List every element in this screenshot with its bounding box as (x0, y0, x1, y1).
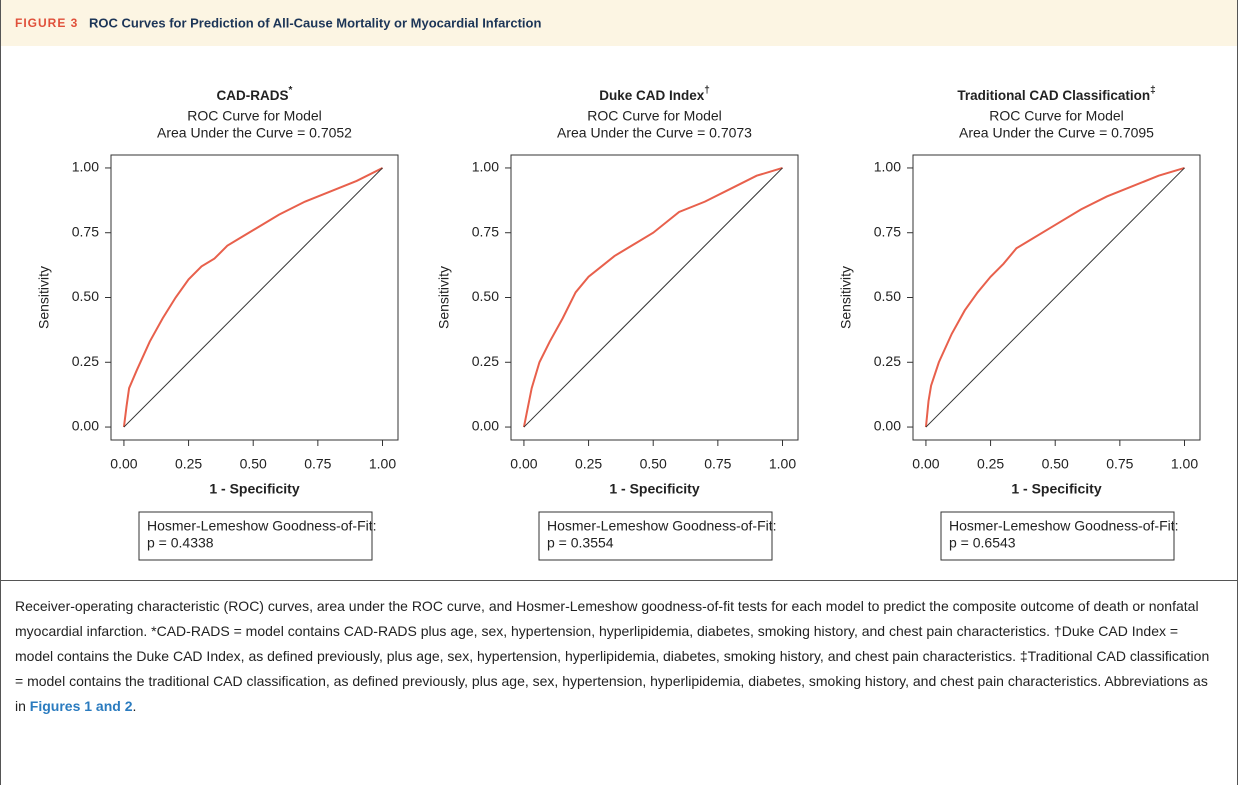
figure-title: ROC Curves for Prediction of All-Cause M… (89, 15, 541, 30)
y-tick-label: 0.50 (72, 288, 99, 304)
caption-end: . (132, 698, 137, 714)
x-axis-label: 1 - Specificity (1011, 481, 1101, 497)
x-axis-label: 1 - Specificity (209, 481, 299, 497)
roc-curve (122, 167, 383, 428)
x-tick-label: 0.50 (640, 456, 667, 472)
caption-text: Receiver-operating characteristic (ROC) … (15, 598, 1210, 714)
title-text: CAD-RADS (217, 88, 289, 103)
figure-label: FIGURE 3 (15, 16, 78, 30)
x-tick-label: 0.75 (704, 456, 731, 472)
annotation-text: p = 0.4338 (147, 535, 214, 551)
y-axis-label: Sensitivity (436, 266, 452, 329)
x-tick-label: 1.00 (1171, 456, 1198, 472)
header-band (1, 0, 1237, 46)
x-tick-label: 0.50 (240, 456, 267, 472)
subtitle: Area Under the Curve = 0.7073 (557, 125, 752, 141)
y-tick-label: 0.25 (874, 353, 901, 369)
annotation-text: Hosmer-Lemeshow Goodness-of-Fit: (147, 518, 377, 534)
x-axis-label: 1 - Specificity (609, 481, 699, 497)
annotation-text: Hosmer-Lemeshow Goodness-of-Fit: (547, 518, 777, 534)
y-tick-label: 0.50 (874, 288, 901, 304)
title-mark: † (704, 85, 710, 96)
y-tick-label: 0.00 (472, 418, 499, 434)
x-tick-label: 0.25 (977, 456, 1004, 472)
subtitle: ROC Curve for Model (587, 108, 722, 124)
roc-curve (522, 166, 783, 428)
y-tick-label: 1.00 (874, 159, 901, 175)
y-tick-label: 0.75 (72, 223, 99, 239)
x-tick-label: 0.00 (912, 456, 939, 472)
y-tick-label: 0.75 (874, 223, 901, 239)
subtitle: Area Under the Curve = 0.7052 (157, 125, 352, 141)
y-tick-label: 1.00 (72, 159, 99, 175)
subtitle: ROC Curve for Model (989, 108, 1124, 124)
x-tick-label: 0.25 (575, 456, 602, 472)
annotation-text: Hosmer-Lemeshow Goodness-of-Fit: (949, 518, 1179, 534)
subtitle: ROC Curve for Model (187, 108, 322, 124)
title-mark: ‡ (1150, 85, 1156, 96)
chart-title: CAD-RADS* (217, 85, 293, 102)
y-axis-label: Sensitivity (36, 266, 52, 329)
y-tick-label: 0.00 (874, 418, 901, 434)
annotation-box (538, 511, 773, 561)
x-tick-label: 0.75 (1106, 456, 1133, 472)
y-tick-label: 0.25 (72, 353, 99, 369)
annotation-box (940, 511, 1175, 561)
y-tick-label: 0.75 (472, 223, 499, 239)
x-tick-label: 0.00 (110, 456, 137, 472)
title-mark: * (289, 85, 293, 96)
chart-title: Traditional CAD Classification‡ (957, 85, 1155, 102)
y-tick-label: 0.00 (72, 418, 99, 434)
annotation-text: p = 0.6543 (949, 535, 1016, 551)
annotation-box (138, 511, 373, 561)
chart-title: Duke CAD Index† (599, 85, 710, 102)
x-tick-label: 0.75 (304, 456, 331, 472)
x-tick-label: 0.00 (510, 456, 537, 472)
roc-curve (123, 167, 383, 428)
x-tick-label: 1.00 (769, 456, 796, 472)
y-tick-label: 0.25 (472, 353, 499, 369)
title-text: Traditional CAD Classification (957, 88, 1150, 103)
roc-curve (523, 167, 783, 428)
x-tick-label: 1.00 (369, 456, 396, 472)
charts: FIGURE 3 ROC Curves for Prediction of Al… (1, 0, 1237, 581)
y-axis-label: Sensitivity (838, 266, 854, 329)
x-tick-label: 0.25 (175, 456, 202, 472)
x-tick-label: 0.50 (1042, 456, 1069, 472)
roc-curve (925, 167, 1185, 428)
caption: Receiver-operating characteristic (ROC) … (15, 594, 1210, 719)
subtitle: Area Under the Curve = 0.7095 (959, 125, 1154, 141)
title-text: Duke CAD Index (599, 88, 705, 103)
roc-curve (924, 166, 1185, 428)
annotation-text: p = 0.3554 (547, 535, 614, 551)
y-tick-label: 1.00 (472, 159, 499, 175)
y-tick-label: 0.50 (472, 288, 499, 304)
caption-link[interactable]: Figures 1 and 2 (29, 698, 133, 714)
